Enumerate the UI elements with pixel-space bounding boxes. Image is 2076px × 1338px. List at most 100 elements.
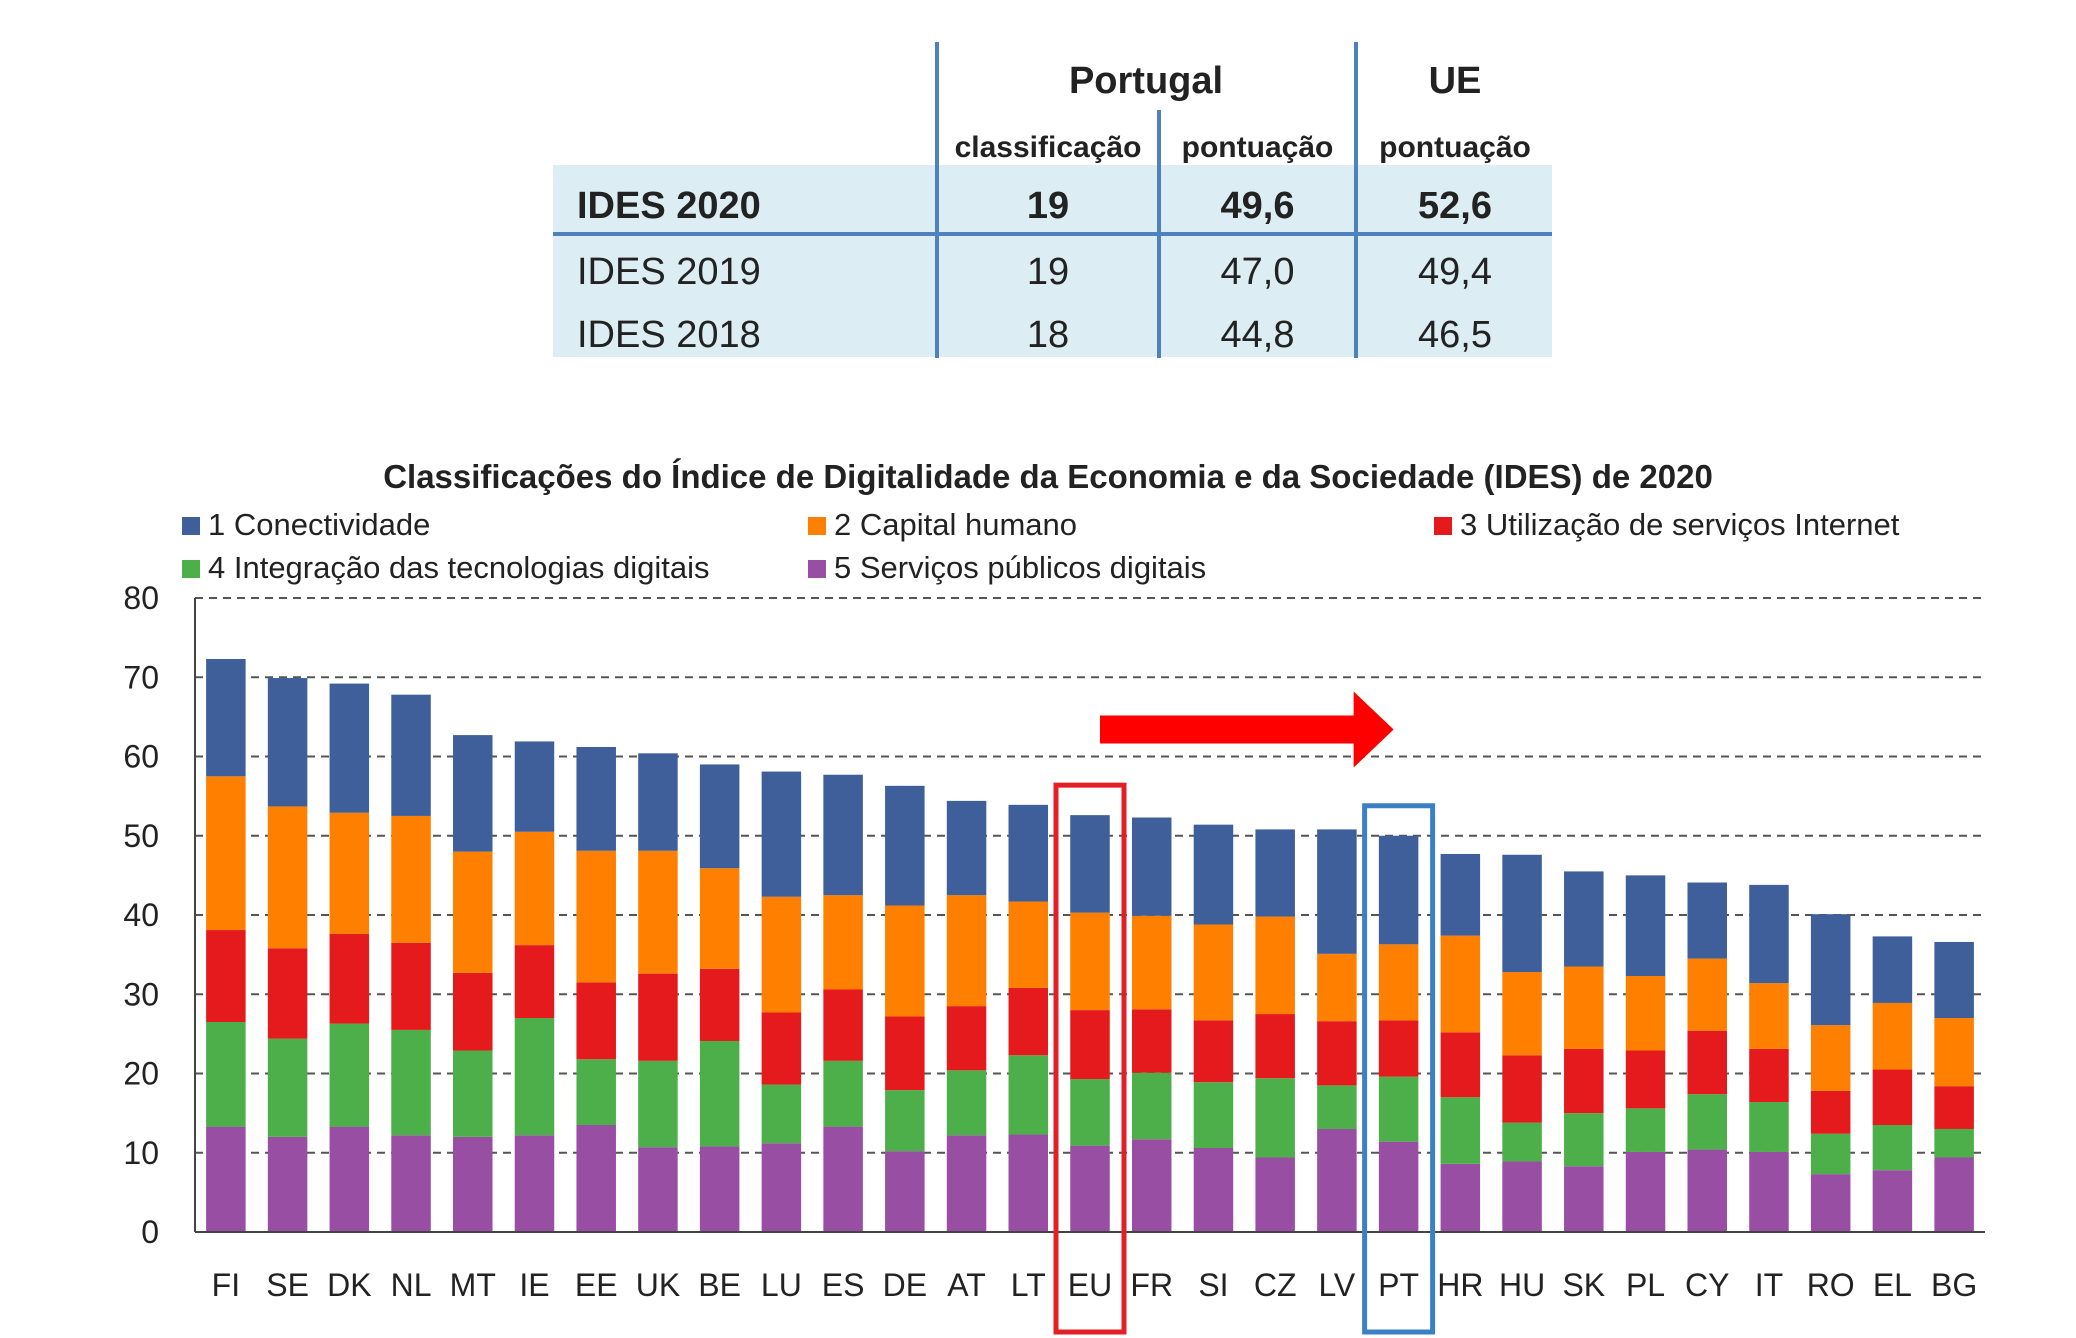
bar-segment: [1008, 987, 1049, 1056]
bar-segment: [329, 1023, 370, 1127]
x-tick-label: PL: [1626, 1267, 1665, 1303]
y-tick-label: 10: [123, 1135, 159, 1171]
bar-segment: [1255, 829, 1295, 917]
bar-segment: [885, 785, 925, 906]
bar-segment: [1872, 1125, 1913, 1171]
y-tick-label: 60: [123, 739, 159, 775]
bar-segment: [761, 896, 802, 1013]
bar-segment: [1317, 953, 1357, 1022]
bar-segment: [823, 989, 863, 1061]
bar-segment: [1810, 1133, 1851, 1175]
bar-segment: [1070, 1145, 1110, 1232]
bar-segment: [638, 973, 678, 1061]
bar-segment: [206, 659, 246, 777]
bar-segment: [1810, 1174, 1851, 1232]
bar-segment: [391, 942, 431, 1030]
y-tick-label: 70: [123, 659, 159, 695]
bar-segment: [1317, 829, 1357, 954]
bar-segment: [1810, 1025, 1851, 1091]
bar-segment: [1193, 1020, 1234, 1083]
bar-segment: [699, 1041, 740, 1147]
bar-segment: [453, 1050, 493, 1137]
x-tick-label: SE: [266, 1267, 309, 1303]
bar-segment: [391, 1135, 431, 1232]
y-tick-label: 40: [123, 897, 159, 933]
x-tick-label: LV: [1319, 1267, 1356, 1303]
bar-segment: [1255, 1078, 1295, 1158]
y-tick-label: 80: [123, 580, 159, 616]
legend-label: 4 Integração das tecnologias digitais: [208, 550, 710, 585]
bar-segment: [1749, 983, 1789, 1049]
bar-segment: [1687, 1094, 1727, 1150]
bar-segment: [823, 774, 863, 896]
bar-segment: [1749, 1102, 1789, 1152]
bar-segment: [1378, 1141, 1419, 1232]
bar-segment: [699, 1146, 740, 1232]
chart-legend: 1 Conectividade 2 Capital humano 3 Utiliza…: [182, 507, 1900, 585]
x-tick-label: FI: [212, 1267, 240, 1303]
x-tick-label: EL: [1873, 1267, 1912, 1303]
legend-label: 1 Conectividade: [208, 507, 430, 542]
bar-segment: [699, 868, 740, 969]
bar-segment: [576, 982, 616, 1060]
header-classificacao: classificação: [954, 131, 1142, 164]
bar-segment: [1687, 1030, 1727, 1095]
x-tick-label: UK: [636, 1267, 680, 1303]
x-tick-label: EE: [575, 1267, 618, 1303]
x-tick-label: SK: [1562, 1267, 1605, 1303]
bar-segment: [1193, 1082, 1234, 1148]
row-rank: 19: [1026, 185, 1070, 227]
bar-segment: [761, 1084, 802, 1144]
bar-segment: [1749, 1151, 1789, 1232]
legend-swatch: [1434, 517, 1452, 535]
bar-segment: [1872, 1170, 1913, 1232]
row-rank: 18: [1026, 314, 1070, 356]
bar-segment: [514, 831, 555, 946]
row-label: IDES 2019: [577, 251, 761, 293]
row-pt-score: 47,0: [1220, 251, 1295, 293]
bar-segment: [1564, 871, 1604, 967]
row-eu-score: 49,4: [1418, 251, 1492, 293]
ides-stacked-bar-chart: Classificações do Índice de Digitalidade…: [0, 440, 2076, 1338]
bar-segment: [1008, 804, 1049, 902]
row-eu-score: 46,5: [1418, 314, 1492, 356]
bar-segment: [1934, 941, 1974, 1019]
bar-segment: [1317, 1128, 1357, 1232]
bar-segment: [1810, 914, 1851, 1026]
bar-segment: [514, 945, 555, 1019]
bar-segment: [514, 741, 555, 832]
bar-segment: [1502, 1122, 1542, 1162]
row-rank: 19: [1026, 251, 1070, 293]
bar-segment: [1440, 853, 1481, 936]
bar-segment: [206, 1126, 246, 1232]
highlight-box-eu: [1053, 782, 1127, 1335]
bar-segment: [1131, 1139, 1172, 1232]
bar-segment: [1070, 1010, 1110, 1080]
bar-segment: [267, 948, 308, 1039]
bar-segment: [1440, 1097, 1481, 1164]
bar-segment: [1378, 1020, 1419, 1077]
bar-segment: [267, 806, 308, 949]
bar-segment: [946, 800, 987, 896]
bar-segment: [1934, 1018, 1974, 1087]
bar-segment: [267, 678, 308, 807]
table-bg-left: [553, 165, 935, 357]
bar-segment: [329, 812, 370, 935]
bar-segment: [638, 1147, 678, 1232]
x-tick-label: BG: [1931, 1267, 1977, 1303]
bar-segment: [1625, 1108, 1666, 1152]
table-col-divider: [935, 42, 939, 358]
bar-segment: [267, 1038, 308, 1137]
bar-segment: [391, 1029, 431, 1136]
ides-summary-table: Portugal UE classificação pontuação pont…: [0, 0, 2076, 380]
bar-segment: [1255, 1014, 1295, 1079]
bar-segment: [1131, 817, 1172, 916]
legend-swatch: [808, 560, 826, 578]
x-tick-label: BE: [698, 1267, 741, 1303]
legend-swatch: [182, 560, 200, 578]
bar-segment: [699, 764, 740, 869]
table-bg-right: [935, 165, 1552, 357]
bar-segment: [823, 1060, 863, 1127]
bar-segment: [1934, 1128, 1974, 1158]
bar-segment: [576, 1125, 616, 1232]
